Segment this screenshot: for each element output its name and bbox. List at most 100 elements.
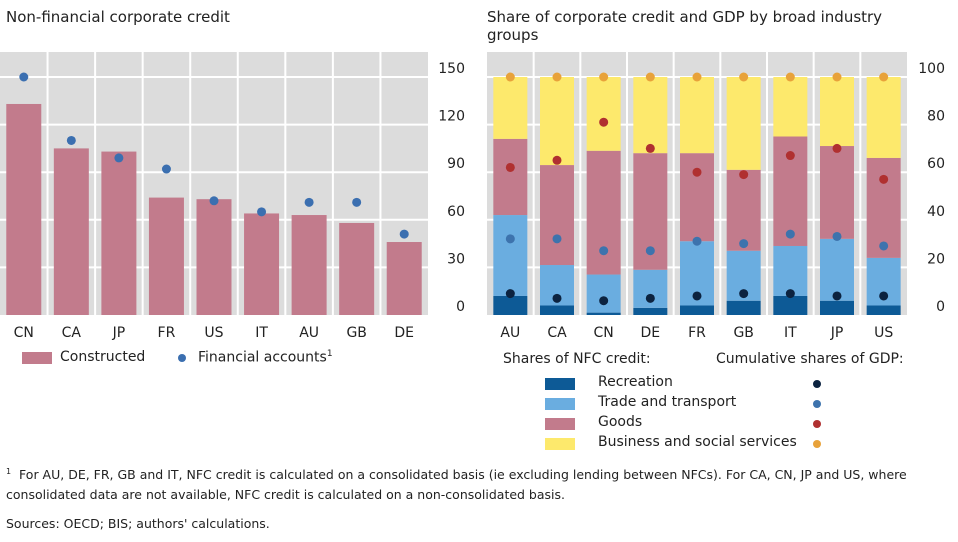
bar-JP-business-and-social-services: [820, 77, 854, 147]
legend-swatch-constructed: [22, 352, 52, 364]
y-tick-label: 60: [927, 156, 945, 172]
legend-dot-financial-accounts: [178, 354, 186, 362]
bar-CN: [6, 103, 42, 316]
dot-FR: [161, 164, 171, 174]
gdp-dot-CA-business-and-social-services: [552, 72, 562, 82]
dot-IT: [257, 207, 267, 217]
y-tick-label: 40: [927, 204, 945, 220]
x-tick-label-IT: IT: [255, 325, 268, 341]
legend-swatch-recreation: [545, 378, 575, 390]
bar-IT: [244, 213, 280, 315]
bar-CN-recreation: [586, 312, 621, 315]
legend-label-financial-accounts: Financial accounts1: [198, 349, 333, 366]
bar-DE-business-and-social-services: [633, 77, 668, 154]
charts-canvas: 0 30 60 90 120 150 CN CA JP FR US IT AU GB DE 0 20 40 60 80…: [0, 52, 945, 341]
bar-JP-trade-and-transport: [820, 238, 854, 301]
x-tick-label-CA: CA: [547, 325, 567, 341]
x-tick-label-GB: GB: [346, 325, 366, 341]
bar-JP: [101, 151, 137, 315]
x-tick-label-JP: JP: [112, 325, 126, 341]
bar-AU-recreation: [493, 295, 528, 315]
y-tick-label: 150: [438, 61, 465, 77]
y-tick-label: 80: [927, 109, 945, 125]
gdp-dot-US-goods: [879, 174, 889, 184]
gdp-dot-CA-recreation: [552, 293, 562, 303]
gdp-dot-JP-business-and-social-services: [832, 72, 842, 82]
bar-FR-recreation: [680, 305, 714, 315]
footnote: 1 For AU, DE, FR, GB and IT, NFC credit …: [6, 467, 907, 503]
bar-US-recreation: [866, 305, 901, 315]
gdp-dot-AU-trade-and-transport: [505, 234, 515, 244]
gdp-dot-IT-business-and-social-services: [785, 72, 795, 82]
bar-GB: [339, 222, 375, 315]
bar-FR-goods: [680, 153, 714, 242]
gdp-dot-AU-recreation: [505, 289, 515, 299]
bar-IT-business-and-social-services: [773, 77, 808, 137]
dot-CN: [19, 72, 29, 82]
x-tick-label-AU: AU: [299, 325, 319, 341]
gdp-dot-FR-recreation: [692, 291, 702, 301]
right-chart-title: Share of corporate credit and GDP by bro…: [487, 8, 883, 44]
y-tick-label: 120: [438, 109, 465, 125]
bar-JP-recreation: [820, 300, 854, 315]
x-tick-label-JP: JP: [830, 325, 844, 341]
gdp-dot-JP-trade-and-transport: [832, 231, 842, 241]
dot-JP: [114, 153, 124, 163]
gdp-dot-AU-business-and-social-services: [505, 72, 515, 82]
gdp-dot-DE-recreation: [645, 293, 655, 303]
bar-IT-recreation: [773, 295, 808, 315]
bar-DE: [386, 242, 422, 315]
y-tick-label: 30: [447, 251, 465, 267]
legend-swatch-goods: [545, 418, 575, 430]
x-tick-label-DE: DE: [394, 325, 414, 341]
x-tick-label-FR: FR: [158, 325, 176, 341]
bar-FR-business-and-social-services: [680, 77, 714, 154]
bar-AU-business-and-social-services: [493, 77, 528, 139]
bar-FR: [148, 197, 184, 315]
x-tick-label-CN: CN: [594, 325, 614, 341]
gdp-dot-CN-trade-and-transport: [599, 246, 609, 256]
bar-US-business-and-social-services: [866, 77, 901, 158]
y-tick-label: 100: [918, 61, 945, 77]
gdp-dot-FR-goods: [692, 167, 702, 177]
dot-DE: [399, 229, 409, 239]
bar-CA-goods: [540, 165, 574, 266]
bar-AU-trade-and-transport: [493, 215, 528, 296]
gdp-dot-GB-trade-and-transport: [739, 239, 749, 249]
x-tick-label-IT: IT: [784, 325, 797, 341]
legend-label-constructed: Constructed: [60, 349, 146, 365]
bar-IT-trade-and-transport: [773, 245, 808, 296]
y-tick-label: 0: [936, 299, 945, 315]
bar-CA: [53, 148, 89, 315]
x-tick-label-CA: CA: [62, 325, 82, 341]
legend-dot-business-and-social-services: [813, 440, 821, 448]
bar-AU: [291, 215, 327, 315]
bar-DE-recreation: [633, 307, 668, 315]
legend-title-gdp: Cumulative shares of GDP:: [716, 351, 904, 367]
legend-swatch-business-and-social-services: [545, 438, 575, 450]
gdp-dot-CA-trade-and-transport: [552, 234, 562, 244]
dot-AU: [304, 197, 314, 207]
bar-GB-recreation: [726, 300, 761, 315]
gdp-dot-IT-trade-and-transport: [785, 229, 795, 239]
gdp-dot-CA-goods: [552, 155, 562, 165]
gdp-dot-CN-business-and-social-services: [599, 72, 609, 82]
gdp-dot-FR-trade-and-transport: [692, 236, 702, 246]
x-tick-label-DE: DE: [641, 325, 661, 341]
gdp-dot-CN-recreation: [599, 296, 609, 306]
y-tick-label: 90: [447, 156, 465, 172]
gdp-dot-GB-business-and-social-services: [739, 72, 749, 82]
bar-CN-goods: [586, 150, 621, 275]
x-tick-label-AU: AU: [500, 325, 520, 341]
bar-CN-business-and-social-services: [586, 77, 621, 151]
gdp-dot-DE-business-and-social-services: [645, 72, 655, 82]
gdp-dot-DE-goods: [645, 143, 655, 153]
gdp-dot-US-trade-and-transport: [879, 241, 889, 251]
bar-US-goods: [866, 157, 901, 258]
x-tick-label-US: US: [204, 325, 223, 341]
gdp-dot-US-business-and-social-services: [879, 72, 889, 82]
legend-label-recreation: Recreation: [598, 374, 673, 390]
dot-US: [209, 196, 219, 206]
gdp-dot-GB-recreation: [739, 289, 749, 299]
gdp-dot-AU-goods: [505, 162, 515, 172]
